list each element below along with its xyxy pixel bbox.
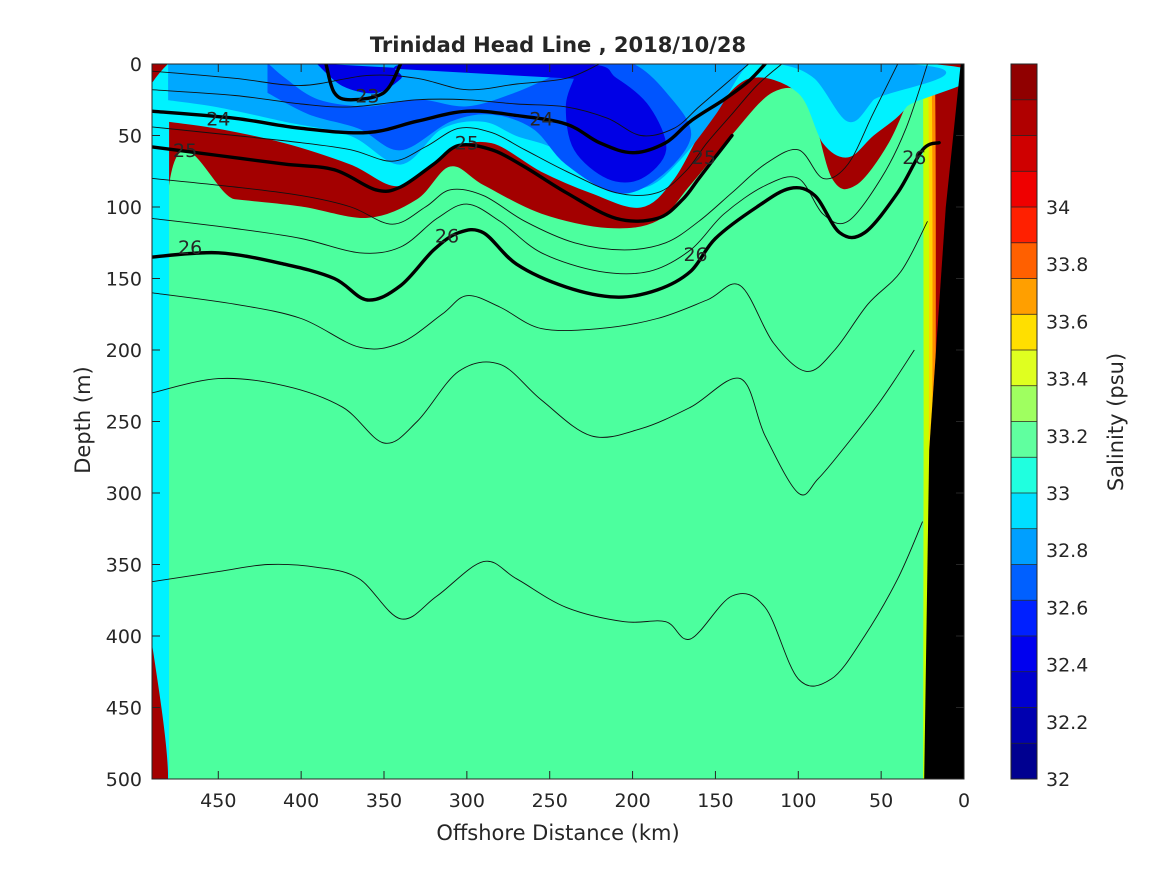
colorbar-label: Salinity (psu) <box>1104 353 1128 491</box>
density-label-6: 26 <box>178 237 202 259</box>
chart-title: Trinidad Head Line , 2018/10/28 <box>370 33 746 57</box>
colorbar-band-17 <box>1011 135 1037 172</box>
density-label-2: 24 <box>529 108 553 130</box>
thin-contour-2 <box>152 64 782 196</box>
density-label-7: 26 <box>435 226 459 248</box>
thin-contour-7 <box>152 521 924 687</box>
colorbar-band-16 <box>1011 171 1037 208</box>
y-tick-label-100: 100 <box>106 197 142 219</box>
colorbar-tick-label-1: 32.2 <box>1046 712 1088 734</box>
colorbar-band-10 <box>1011 385 1037 422</box>
x-axis: 450 400 350 300 250 200 150 100 50 0 <box>200 64 970 812</box>
density-label-5: 25 <box>692 147 716 169</box>
x-axis-label: Offshore Distance (km) <box>436 821 679 845</box>
y-tick-label-0: 0 <box>130 54 142 76</box>
colorbar-tick-label-8: 33.6 <box>1046 311 1088 333</box>
x-tick-label-200: 200 <box>614 790 650 812</box>
colorbar-band-14 <box>1011 242 1037 279</box>
salinity-region-10 <box>316 64 667 183</box>
x-tick-label-350: 350 <box>366 790 402 812</box>
colorbar-band-12 <box>1011 314 1037 351</box>
density-contour-layer: 23 24 24 25 25 25 26 26 26 26 <box>152 64 941 302</box>
density-contour-24 <box>152 64 767 155</box>
colorbar-tick-label-4: 32.8 <box>1046 540 1088 562</box>
colorbar-band-8 <box>1011 457 1037 494</box>
thin-contour-4 <box>152 64 928 275</box>
colorbar: 32 32.2 32.4 32.6 32.8 33 33.2 33.4 33.6 33.8 34 <box>1011 64 1088 791</box>
x-tick-label-300: 300 <box>449 790 485 812</box>
density-contour-25 <box>152 133 734 223</box>
colorbar-tick-label-6: 33.2 <box>1046 426 1088 448</box>
density-contour-23 <box>324 64 403 102</box>
colorbar-frame <box>1010 63 1038 780</box>
bathymetry-mask <box>924 64 964 779</box>
density-label-3: 25 <box>173 140 197 162</box>
thin-contour-6 <box>152 349 915 496</box>
density-label-4: 25 <box>455 133 479 155</box>
x-tick-label-0: 0 <box>958 790 970 812</box>
colorbar-tick-label-10: 34 <box>1046 197 1070 219</box>
x-tick-label-450: 450 <box>200 790 236 812</box>
colorbar-band-13 <box>1011 278 1037 315</box>
colorbar-band-6 <box>1011 528 1037 565</box>
colorbar-band-7 <box>1011 493 1037 530</box>
colorbar-band-2 <box>1011 671 1037 708</box>
y-tick-label-50: 50 <box>118 126 142 148</box>
colorbar-band-1 <box>1011 707 1037 744</box>
y-tick-label-250: 250 <box>106 412 142 434</box>
thin-contour-3 <box>152 64 899 251</box>
y-axis: 0 50 100 150 200 250 300 350 400 450 500 <box>106 54 964 791</box>
colorbar-tick-label-3: 32.6 <box>1046 597 1088 619</box>
salinity-region-6 <box>163 64 924 779</box>
x-tick-label-400: 400 <box>283 790 319 812</box>
x-tick-label-150: 150 <box>697 790 733 812</box>
thin-contour-5 <box>152 221 928 372</box>
density-label-0: 23 <box>355 85 379 107</box>
x-tick-label-100: 100 <box>780 790 816 812</box>
density-label-1: 24 <box>206 108 230 130</box>
colorbar-band-18 <box>1011 99 1037 136</box>
thin-contour-0 <box>152 64 600 91</box>
colorbar-tick-label-0: 32 <box>1046 769 1070 791</box>
x-tick-label-250: 250 <box>532 790 568 812</box>
thin-contour-layer <box>152 64 928 687</box>
colorbar-band-3 <box>1011 636 1037 673</box>
salinity-fill-layer <box>152 64 964 779</box>
colorbar-band-9 <box>1011 421 1037 458</box>
y-tick-label-300: 300 <box>106 483 142 505</box>
colorbar-tick-label-2: 32.4 <box>1046 655 1088 677</box>
colorbar-band-19 <box>1011 64 1037 101</box>
colorbar-tick-label-5: 33 <box>1046 483 1070 505</box>
x-tick-label-50: 50 <box>869 790 893 812</box>
density-contour-26 <box>152 141 941 302</box>
y-axis-label: Depth (m) <box>71 366 95 473</box>
colorbar-band-15 <box>1011 207 1037 244</box>
colorbar-band-4 <box>1011 600 1037 637</box>
y-tick-label-500: 500 <box>106 769 142 791</box>
density-label-9: 26 <box>902 147 926 169</box>
colorbar-tick-label-7: 33.4 <box>1046 369 1088 391</box>
thin-contour-1 <box>152 64 749 137</box>
y-tick-label-350: 350 <box>106 555 142 577</box>
colorbar-band-11 <box>1011 350 1037 387</box>
y-tick-label-450: 450 <box>106 698 142 720</box>
density-label-8: 26 <box>683 244 707 266</box>
plot-area: 23 24 24 25 25 25 26 26 26 26 <box>152 64 964 779</box>
y-tick-label-400: 400 <box>106 626 142 648</box>
colorbar-band-5 <box>1011 564 1037 601</box>
y-tick-label-150: 150 <box>106 269 142 291</box>
colorbar-tick-label-9: 33.8 <box>1046 254 1088 276</box>
colorbar-band-0 <box>1011 743 1037 780</box>
y-tick-label-200: 200 <box>106 340 142 362</box>
